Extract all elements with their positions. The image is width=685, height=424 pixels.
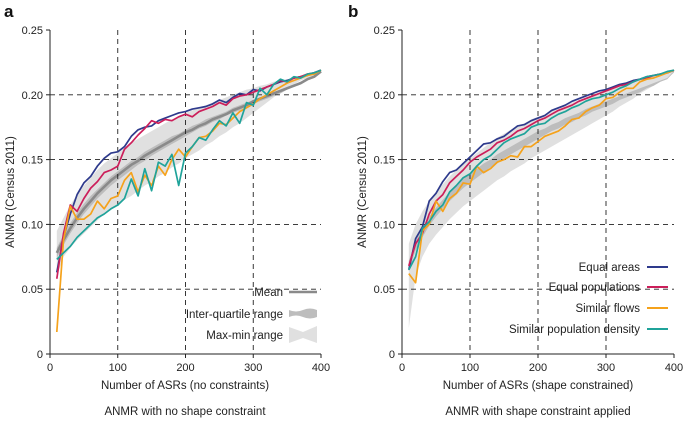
x-tick-label: 400 [312,362,330,374]
y-tick-label: 0.20 [374,90,395,102]
x-tick-label: 300 [244,362,262,374]
legend-label: Similar population density [509,324,640,336]
series-line-similar-population-density [408,69,675,271]
iqr-band [408,70,674,272]
series-line-similar-flows [55,69,322,333]
y-tick-label: 0.15 [22,155,43,167]
panel-caption: ANMR with shape constraint applied [445,406,630,418]
x-tick-label: 200 [529,362,547,374]
y-tick-label: 0.10 [374,219,395,231]
series-line-similar-flows [408,69,675,284]
series-line-equal-areas [407,69,675,270]
legend: Equal areas Equal populations Similar flow… [509,262,668,336]
y-tick-label: 0.25 [22,25,43,37]
legend: Mean Inter-quartile range Max-min range [186,287,317,343]
x-tick-label: 0 [47,362,53,374]
x-tick-label: 300 [597,362,615,374]
legend-swatch-iqr [289,308,317,319]
y-tick-label: 0.10 [22,219,43,231]
x-tick-label: 400 [665,362,683,374]
legend-label: Equal areas [579,262,641,274]
maxmin-range-band [56,70,322,277]
y-tick-label: 0 [389,349,395,361]
panel-label: a [4,2,14,21]
y-tick-label: 0 [37,349,43,361]
x-axis-label: Number of ASRs (shape constrained) [443,380,634,392]
x-axis-label: Number of ASRs (no constraints) [101,380,269,392]
grid [402,30,674,354]
y-tick-label: 0.15 [374,155,395,167]
x-tick-label: 100 [109,362,127,374]
x-tick-label: 100 [461,362,479,374]
panel-label: b [348,2,358,21]
y-tick-label: 0.20 [22,90,43,102]
y-axis-label: ANMR (Census 2011) [357,136,369,248]
series-line-similar-population-density [56,69,322,261]
legend-label: Mean [254,287,283,299]
panel-b: b 0 0.05 0.10 0.15 0.20 0.25 0 100 200 300 400 Numbe… [348,2,683,418]
iqr-band [56,70,322,259]
series-line-equal-populations [407,69,675,267]
legend-label: Equal populations [549,282,641,294]
legend-label: Similar flows [575,303,640,315]
x-tick-label: 0 [399,362,405,374]
y-tick-label: 0.05 [374,284,395,296]
panel-caption: ANMR with no shape constraint [104,406,266,418]
legend-swatch-maxmin [289,326,317,343]
y-tick-label: 0.05 [22,284,43,296]
y-tick-label: 0.25 [374,25,395,37]
mean-line [55,70,322,254]
panel-a: a 0 0.05 0.10 0.15 0.20 0.25 0 100 200 300 400 Numbe… [4,2,330,418]
y-axis-label: ANMR (Census 2011) [5,136,17,248]
x-tick-label: 200 [176,362,194,374]
legend-label: Inter-quartile range [186,309,283,321]
maxmin-range-band [408,70,674,329]
legend-label: Max-min range [206,330,283,342]
grid [50,30,321,354]
